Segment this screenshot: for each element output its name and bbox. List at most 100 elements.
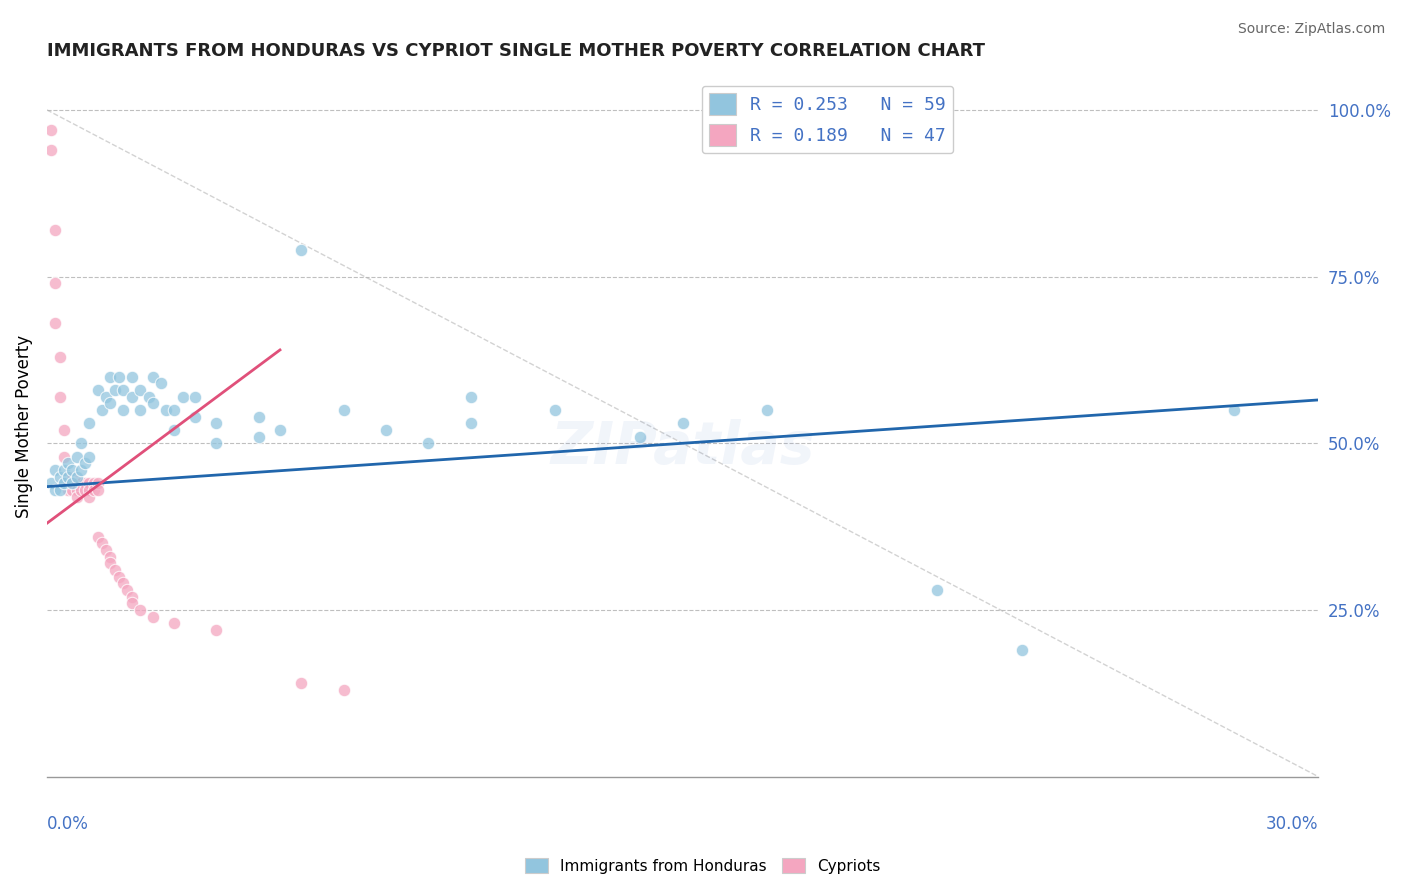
Point bbox=[1222, 403, 1244, 417]
Point bbox=[48, 483, 70, 497]
Point bbox=[100, 549, 122, 564]
Point bbox=[96, 390, 118, 404]
Point bbox=[112, 383, 135, 397]
Point bbox=[87, 530, 110, 544]
Point bbox=[83, 476, 105, 491]
Point bbox=[39, 143, 62, 157]
Point bbox=[69, 436, 91, 450]
Point bbox=[100, 396, 122, 410]
Point bbox=[332, 682, 354, 697]
Point bbox=[205, 436, 228, 450]
Point bbox=[108, 569, 131, 583]
Point bbox=[544, 403, 567, 417]
Point bbox=[91, 536, 114, 550]
Point bbox=[39, 123, 62, 137]
Point bbox=[925, 582, 948, 597]
Point bbox=[60, 476, 83, 491]
Point bbox=[142, 369, 165, 384]
Point bbox=[60, 469, 83, 483]
Point bbox=[142, 609, 165, 624]
Point bbox=[129, 603, 152, 617]
Point bbox=[44, 463, 66, 477]
Point bbox=[83, 483, 105, 497]
Point bbox=[52, 450, 75, 464]
Point bbox=[121, 596, 143, 610]
Point bbox=[112, 403, 135, 417]
Text: IMMIGRANTS FROM HONDURAS VS CYPRIOT SINGLE MOTHER POVERTY CORRELATION CHART: IMMIGRANTS FROM HONDURAS VS CYPRIOT SING… bbox=[46, 42, 984, 60]
Point bbox=[129, 403, 152, 417]
Point bbox=[247, 429, 270, 443]
Point bbox=[65, 476, 87, 491]
Point bbox=[73, 476, 96, 491]
Point bbox=[112, 576, 135, 591]
Point bbox=[138, 390, 160, 404]
Point bbox=[91, 403, 114, 417]
Point bbox=[332, 403, 354, 417]
Point bbox=[56, 456, 79, 470]
Point bbox=[69, 463, 91, 477]
Point bbox=[460, 417, 482, 431]
Point bbox=[44, 483, 66, 497]
Point bbox=[65, 490, 87, 504]
Point bbox=[205, 623, 228, 637]
Point bbox=[65, 450, 87, 464]
Point bbox=[117, 582, 139, 597]
Point bbox=[374, 423, 396, 437]
Point bbox=[163, 616, 186, 631]
Point bbox=[184, 409, 207, 424]
Text: 0.0%: 0.0% bbox=[46, 815, 89, 833]
Point bbox=[96, 543, 118, 558]
Point bbox=[247, 409, 270, 424]
Point bbox=[65, 469, 87, 483]
Point bbox=[69, 476, 91, 491]
Point bbox=[56, 483, 79, 497]
Point bbox=[56, 469, 79, 483]
Point bbox=[163, 403, 186, 417]
Point bbox=[290, 243, 312, 257]
Point bbox=[121, 369, 143, 384]
Text: ZIPatlas: ZIPatlas bbox=[550, 419, 815, 476]
Point bbox=[73, 456, 96, 470]
Point bbox=[205, 417, 228, 431]
Point bbox=[60, 476, 83, 491]
Point bbox=[172, 390, 194, 404]
Point bbox=[77, 417, 100, 431]
Point bbox=[44, 277, 66, 291]
Point bbox=[184, 390, 207, 404]
Point bbox=[108, 369, 131, 384]
Point bbox=[87, 476, 110, 491]
Text: Source: ZipAtlas.com: Source: ZipAtlas.com bbox=[1237, 22, 1385, 37]
Point bbox=[142, 396, 165, 410]
Point bbox=[269, 423, 291, 437]
Point bbox=[129, 383, 152, 397]
Point bbox=[671, 417, 693, 431]
Point bbox=[77, 476, 100, 491]
Point bbox=[73, 483, 96, 497]
Point bbox=[56, 469, 79, 483]
Point bbox=[56, 476, 79, 491]
Point bbox=[52, 463, 75, 477]
Point bbox=[77, 483, 100, 497]
Point bbox=[65, 483, 87, 497]
Point bbox=[69, 483, 91, 497]
Point bbox=[100, 556, 122, 570]
Point bbox=[756, 403, 779, 417]
Point bbox=[121, 590, 143, 604]
Point bbox=[48, 469, 70, 483]
Text: 30.0%: 30.0% bbox=[1265, 815, 1319, 833]
Point bbox=[87, 483, 110, 497]
Point bbox=[48, 350, 70, 364]
Point bbox=[1011, 643, 1033, 657]
Point bbox=[39, 476, 62, 491]
Point bbox=[150, 376, 173, 391]
Point bbox=[44, 223, 66, 237]
Point bbox=[290, 676, 312, 690]
Point bbox=[418, 436, 440, 450]
Point bbox=[52, 423, 75, 437]
Legend: Immigrants from Honduras, Cypriots: Immigrants from Honduras, Cypriots bbox=[519, 852, 887, 880]
Point bbox=[77, 490, 100, 504]
Point bbox=[44, 316, 66, 330]
Point bbox=[460, 390, 482, 404]
Point bbox=[155, 403, 177, 417]
Point bbox=[121, 390, 143, 404]
